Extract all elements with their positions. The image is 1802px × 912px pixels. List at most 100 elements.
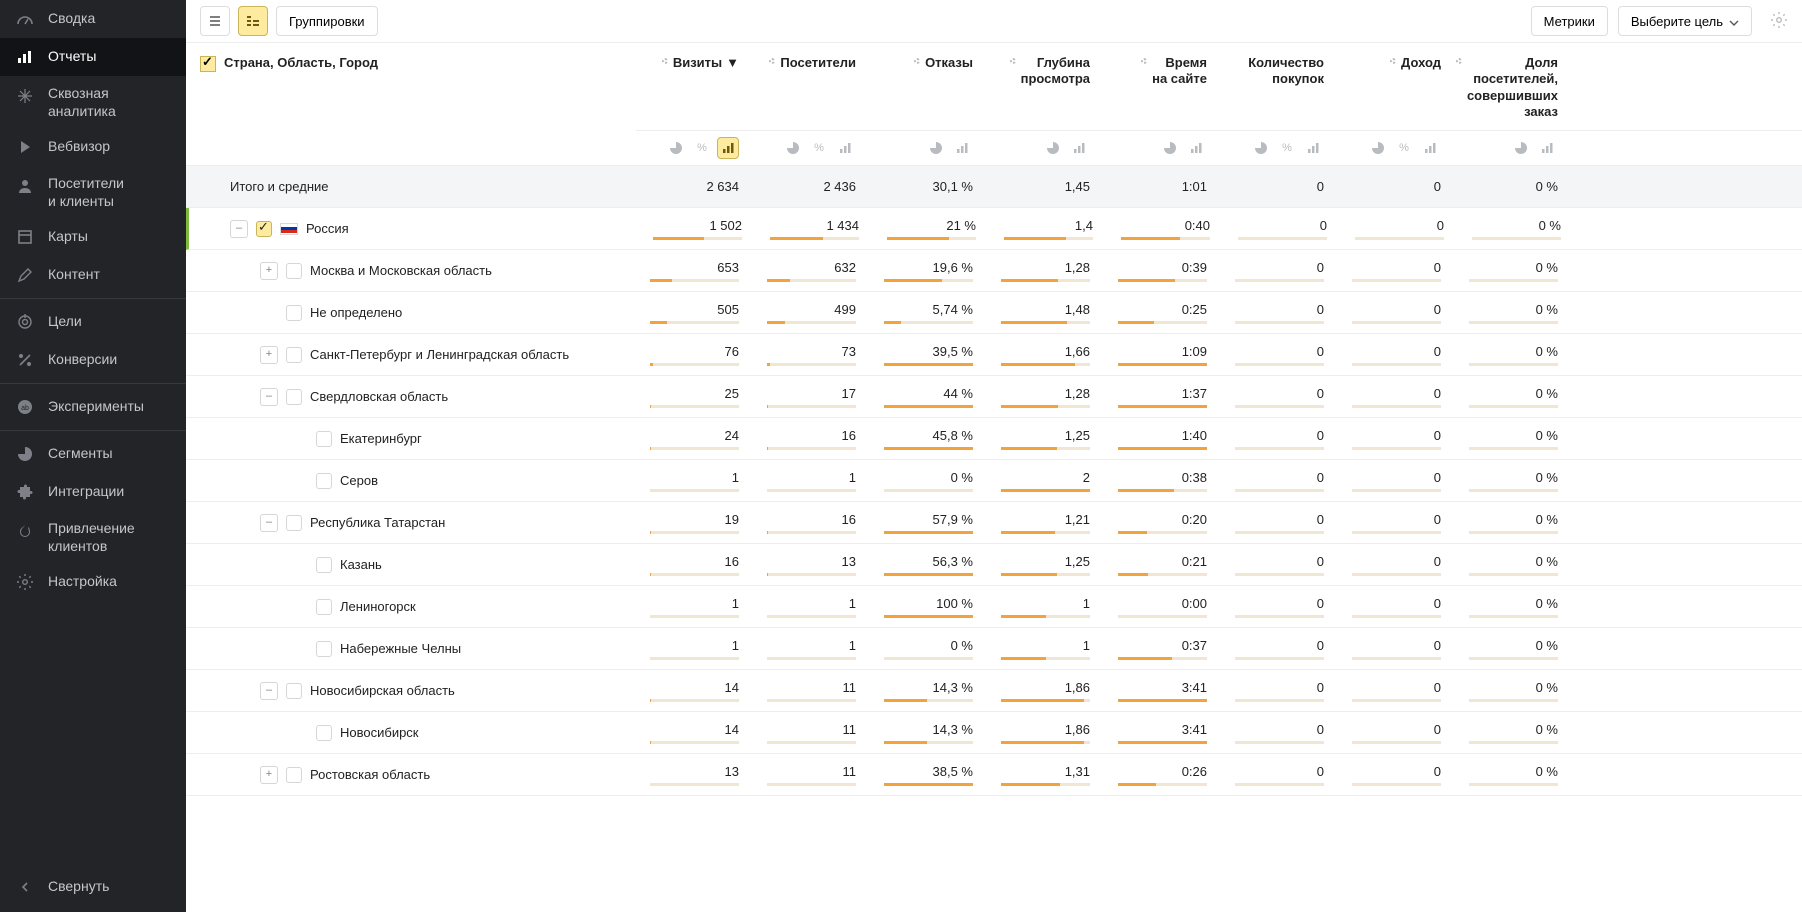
- sidebar-item-e2e[interactable]: Сквознаяаналитика: [0, 76, 186, 128]
- row-checkbox[interactable]: [256, 221, 272, 237]
- viewmode-bars-icon[interactable]: [834, 137, 856, 159]
- col-header-rev[interactable]: Доход: [1338, 43, 1455, 130]
- sidebar-item-content[interactable]: Контент: [0, 256, 186, 294]
- bar-track: [1001, 741, 1090, 744]
- row-checkbox[interactable]: [316, 725, 332, 741]
- goal-select[interactable]: Выберите цель: [1618, 6, 1752, 36]
- sidebar-item-webvisor[interactable]: Вебвизор: [0, 128, 186, 166]
- cell-value: 1,66: [1065, 344, 1090, 359]
- sidebar-item-reports[interactable]: Отчеты: [0, 38, 186, 76]
- row-checkbox[interactable]: [316, 641, 332, 657]
- bar-track: [1118, 489, 1207, 492]
- col-header-share[interactable]: Доляпосетителей,совершившихзаказ: [1455, 43, 1572, 130]
- viewmode-pie-icon[interactable]: [1042, 137, 1064, 159]
- viewmode-pct-icon[interactable]: %: [1393, 137, 1415, 159]
- cell-value: 0: [1317, 764, 1324, 779]
- bar-fill: [1118, 699, 1207, 702]
- col-header-depth[interactable]: Глубинапросмотра: [987, 43, 1104, 130]
- cell-value: 0: [1317, 722, 1324, 737]
- viewmode-bars-icon[interactable]: [1302, 137, 1324, 159]
- view-list-button[interactable]: [200, 6, 230, 36]
- bar-fill: [884, 531, 973, 534]
- table-row: +Набережные Челны110 %10:37000 %: [186, 628, 1802, 670]
- expand-toggle[interactable]: –: [260, 682, 278, 700]
- select-all-checkbox[interactable]: [200, 56, 216, 72]
- cell-value: 0 %: [1536, 344, 1558, 359]
- row-checkbox[interactable]: [316, 557, 332, 573]
- expand-toggle[interactable]: +: [260, 766, 278, 784]
- col-label: Глубинапросмотра: [1021, 55, 1090, 88]
- viewmode-pie-icon[interactable]: [665, 137, 687, 159]
- gear-icon[interactable]: [1770, 11, 1788, 32]
- bar-track: [1355, 237, 1444, 240]
- viewmode-bars-icon[interactable]: [1185, 137, 1207, 159]
- expand-toggle[interactable]: +: [260, 346, 278, 364]
- bar-track: [1001, 657, 1090, 660]
- row-checkbox[interactable]: [286, 515, 302, 531]
- sidebar-item-set[interactable]: Настройка: [0, 563, 186, 601]
- row-checkbox[interactable]: [286, 263, 302, 279]
- bar-track: [767, 741, 856, 744]
- row-checkbox[interactable]: [286, 347, 302, 363]
- cell: 16: [753, 502, 870, 543]
- row-checkbox[interactable]: [316, 599, 332, 615]
- viewmode-pie-icon[interactable]: [925, 137, 947, 159]
- bar-fill: [884, 783, 973, 786]
- col-header-time[interactable]: Времяна сайте: [1104, 43, 1221, 130]
- expand-toggle[interactable]: +: [260, 262, 278, 280]
- viewmode-pct-icon[interactable]: %: [691, 137, 713, 159]
- groupings-button[interactable]: Группировки: [276, 6, 378, 36]
- sidebar-item-acq[interactable]: Привлечениеклиентов: [0, 511, 186, 563]
- sidebar-item-goals[interactable]: Цели: [0, 303, 186, 341]
- sidebar-item-conv[interactable]: Конверсии: [0, 341, 186, 379]
- cell: 1: [636, 628, 753, 669]
- sidebar-item-seg[interactable]: Сегменты: [0, 435, 186, 473]
- cell: 14,3 %: [870, 712, 987, 753]
- row-label: Серов: [340, 473, 378, 488]
- viewmode-pct-icon[interactable]: %: [1276, 137, 1298, 159]
- sidebar-item-maps[interactable]: Карты: [0, 218, 186, 256]
- viewmode-pct-icon[interactable]: %: [808, 137, 830, 159]
- cell-value: 1:40: [1182, 428, 1207, 443]
- cell-value: 1,31: [1065, 764, 1090, 779]
- cell-value: 1: [732, 470, 739, 485]
- bar-track: [1001, 531, 1090, 534]
- cell-value: 1:37: [1182, 386, 1207, 401]
- viewmode-pie-icon[interactable]: [1367, 137, 1389, 159]
- viewmode-pie-icon[interactable]: [1510, 137, 1532, 159]
- col-header-visits[interactable]: Визиты▼: [636, 43, 753, 130]
- row-checkbox[interactable]: [316, 473, 332, 489]
- row-checkbox[interactable]: [286, 305, 302, 321]
- expand-toggle[interactable]: –: [230, 220, 248, 238]
- viewmode-bars-icon[interactable]: [1068, 137, 1090, 159]
- row-checkbox[interactable]: [316, 431, 332, 447]
- view-tree-button[interactable]: [238, 6, 268, 36]
- cell: 0: [1221, 628, 1338, 669]
- sidebar-item-int[interactable]: Интеграции: [0, 473, 186, 511]
- row-checkbox[interactable]: [286, 683, 302, 699]
- row-checkbox[interactable]: [286, 389, 302, 405]
- col-header-purch[interactable]: Количествопокупок: [1221, 43, 1338, 130]
- viewmode-pie-icon[interactable]: [1159, 137, 1181, 159]
- sidebar-collapse[interactable]: Свернуть: [0, 862, 186, 912]
- col-header-visitors[interactable]: Посетители: [753, 43, 870, 130]
- bar-track: [1235, 741, 1324, 744]
- expand-toggle[interactable]: –: [260, 514, 278, 532]
- viewmode-bars-icon[interactable]: [1536, 137, 1558, 159]
- sidebar-item-summary[interactable]: Сводка: [0, 0, 186, 38]
- viewmode-pie-icon[interactable]: [782, 137, 804, 159]
- metrics-button[interactable]: Метрики: [1531, 6, 1608, 36]
- bar-track: [1469, 657, 1558, 660]
- sidebar-item-exp[interactable]: abЭксперименты: [0, 388, 186, 426]
- viewmode-pie-icon[interactable]: [1250, 137, 1272, 159]
- viewmode-bars-icon[interactable]: [1419, 137, 1441, 159]
- row-checkbox[interactable]: [286, 767, 302, 783]
- viewmode-bars-icon[interactable]: [717, 137, 739, 159]
- viewmode-bars-icon[interactable]: [951, 137, 973, 159]
- col-header-bounce[interactable]: Отказы: [870, 43, 987, 130]
- bar-fill: [650, 447, 651, 450]
- cell-value: 0: [1434, 680, 1441, 695]
- sidebar-item-visitors[interactable]: Посетителии клиенты: [0, 166, 186, 218]
- cell-value: 0 %: [1536, 428, 1558, 443]
- expand-toggle[interactable]: –: [260, 388, 278, 406]
